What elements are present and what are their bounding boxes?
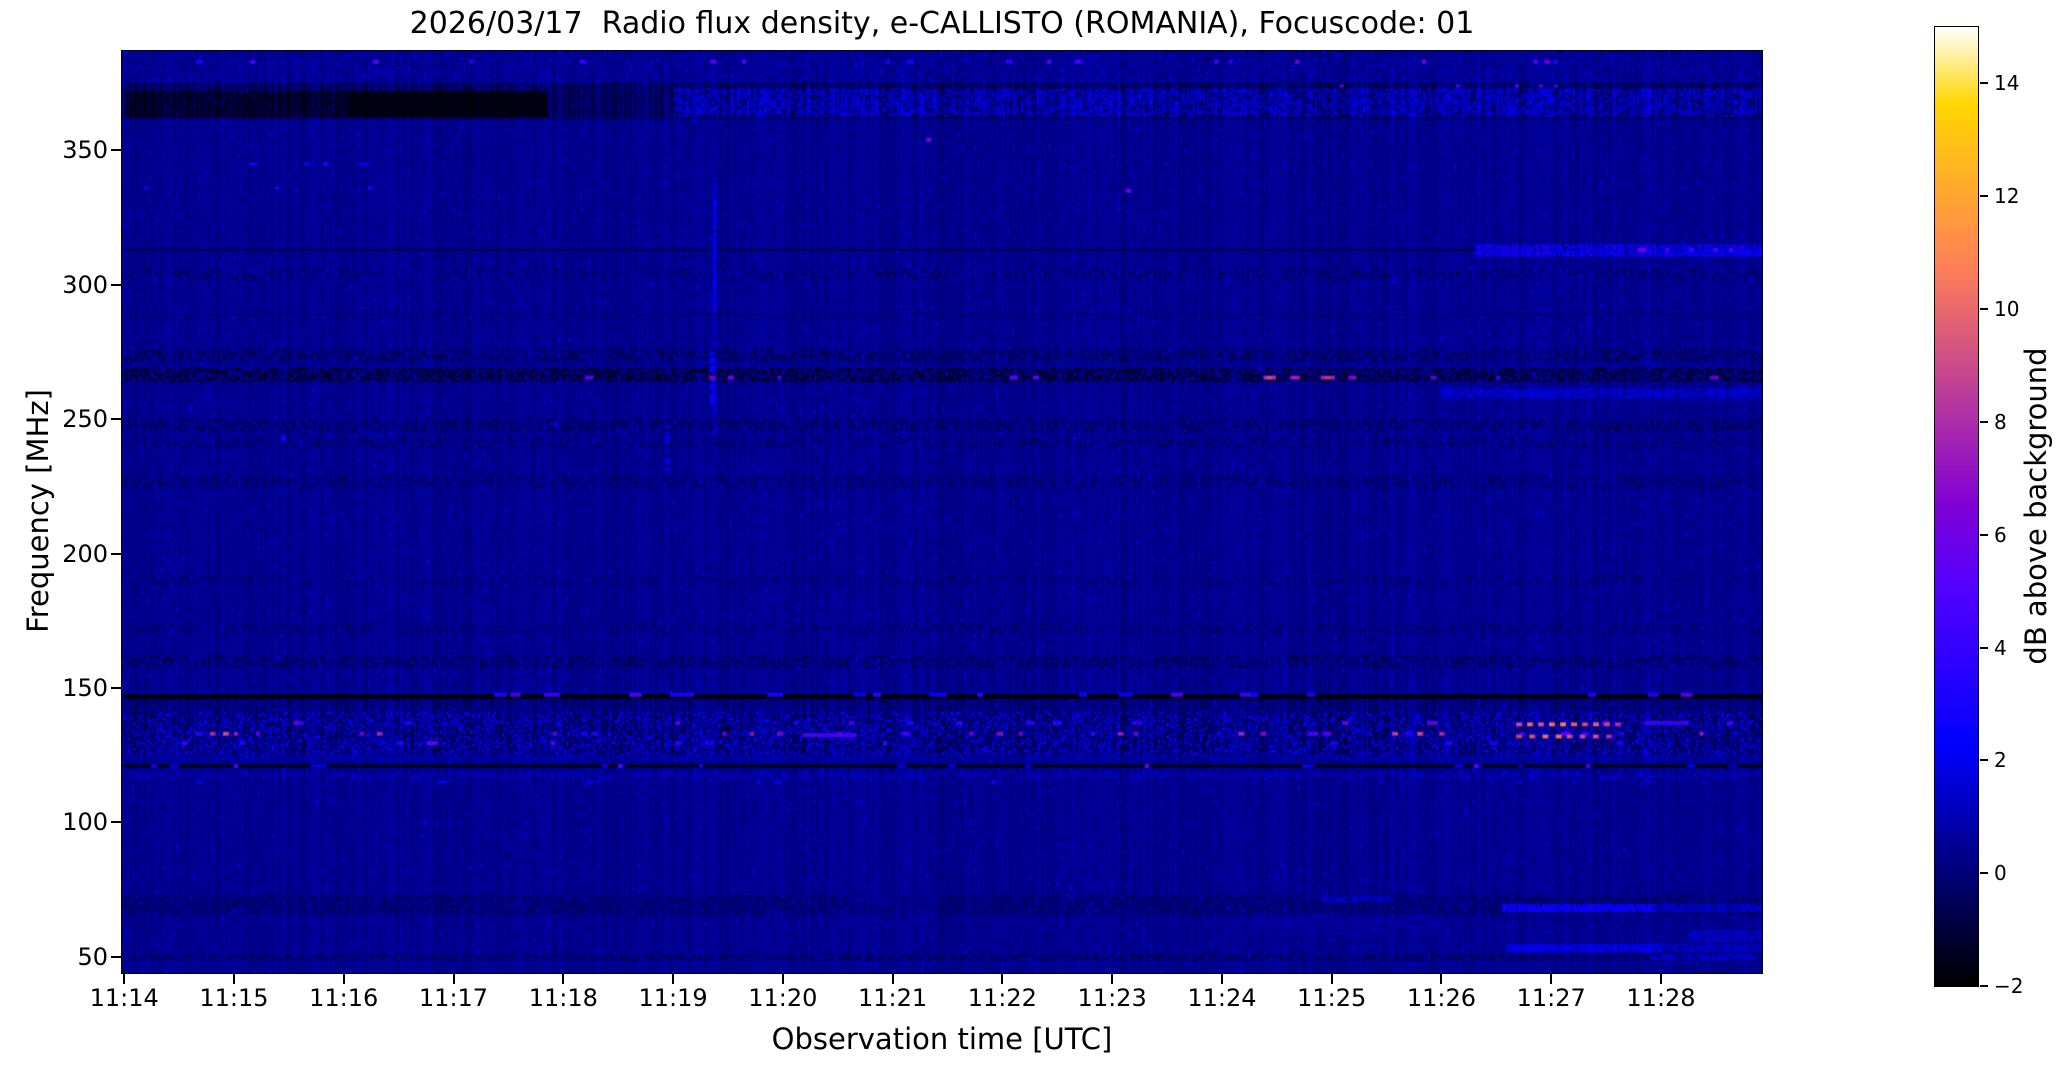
- y-tick-label: 150: [62, 674, 108, 703]
- colorbar-tick-mark: [1980, 872, 1988, 875]
- y-tick-label: 300: [62, 270, 108, 299]
- x-tick-label: 11:28: [1626, 984, 1696, 1012]
- x-tick-mark: [232, 974, 235, 984]
- colorbar-tick-mark: [1980, 533, 1988, 536]
- x-tick-label: 11:21: [858, 984, 928, 1012]
- colorbar-tick-mark: [1980, 82, 1988, 85]
- y-tick-label: 200: [62, 539, 108, 568]
- x-tick-mark: [342, 974, 345, 984]
- x-tick-mark: [1660, 974, 1662, 984]
- x-tick-label: 11:19: [638, 984, 708, 1012]
- x-tick-label: 11:18: [528, 984, 598, 1012]
- colorbar-tick-label: 14: [1994, 71, 2020, 96]
- x-tick-mark: [1550, 974, 1553, 984]
- colorbar-tick-label: 8: [1994, 409, 2007, 434]
- x-tick-label: 11:27: [1516, 984, 1586, 1012]
- x-tick-label: 11:24: [1187, 984, 1257, 1012]
- colorbar-tick-label: 10: [1994, 297, 2020, 322]
- x-tick-mark: [891, 974, 894, 984]
- colorbar-tick-label: −2: [1994, 974, 2024, 998]
- colorbar-tick-mark: [1980, 759, 1988, 762]
- colorbar-label: dB above background: [2019, 347, 2053, 665]
- y-tick-mark: [111, 149, 121, 152]
- x-tick-label: 11:15: [199, 984, 269, 1012]
- x-tick-label: 11:23: [1077, 984, 1147, 1012]
- x-tick-mark: [781, 974, 784, 984]
- y-tick-mark: [111, 283, 121, 286]
- x-tick-label: 11:17: [418, 984, 489, 1012]
- x-tick-label: 11:25: [1297, 984, 1367, 1012]
- colorbar: [1934, 26, 1979, 987]
- y-tick-label: 50: [77, 942, 108, 971]
- x-tick-label: 11:20: [748, 984, 818, 1012]
- x-tick-mark: [1001, 974, 1004, 984]
- colorbar-tick-label: 2: [1994, 748, 2007, 773]
- chart-title: 2026/03/17 Radio flux density, e-CALLIST…: [409, 6, 1475, 41]
- x-tick-mark: [452, 974, 455, 984]
- x-tick-label: 11:16: [309, 984, 379, 1012]
- x-tick-mark: [672, 974, 675, 984]
- colorbar-tick-mark: [1980, 420, 1988, 423]
- x-tick-mark: [123, 974, 126, 984]
- y-tick-label: 350: [62, 136, 108, 165]
- y-axis-label: Frequency [MHz]: [21, 389, 55, 633]
- x-tick-mark: [562, 974, 565, 984]
- x-tick-mark: [1220, 974, 1223, 984]
- y-tick-mark: [111, 418, 121, 421]
- colorbar-tick-label: 4: [1994, 635, 2007, 660]
- x-tick-mark: [1330, 974, 1333, 984]
- x-tick-label: 11:14: [89, 984, 159, 1012]
- y-tick-mark: [111, 687, 121, 690]
- x-tick-mark: [1111, 974, 1114, 984]
- x-tick-mark: [1440, 974, 1443, 984]
- x-axis-label: Observation time [UTC]: [771, 1022, 1113, 1056]
- y-tick-label: 250: [62, 405, 108, 434]
- colorbar-tick-mark: [1980, 195, 1988, 198]
- colorbar-tick-mark: [1980, 308, 1988, 311]
- colorbar-tick-label: 6: [1994, 522, 2007, 547]
- y-tick-label: 100: [62, 808, 108, 837]
- x-tick-label: 11:22: [967, 984, 1037, 1012]
- y-tick-mark: [111, 552, 121, 555]
- colorbar-tick-mark: [1980, 985, 1988, 987]
- x-tick-label: 11:26: [1406, 984, 1477, 1012]
- spectrogram-heatmap: [121, 50, 1763, 974]
- colorbar-tick-mark: [1980, 646, 1988, 649]
- y-tick-mark: [111, 955, 121, 958]
- colorbar-tick-label: 0: [1994, 861, 2007, 886]
- colorbar-tick-label: 12: [1994, 184, 2020, 209]
- y-tick-mark: [111, 821, 121, 824]
